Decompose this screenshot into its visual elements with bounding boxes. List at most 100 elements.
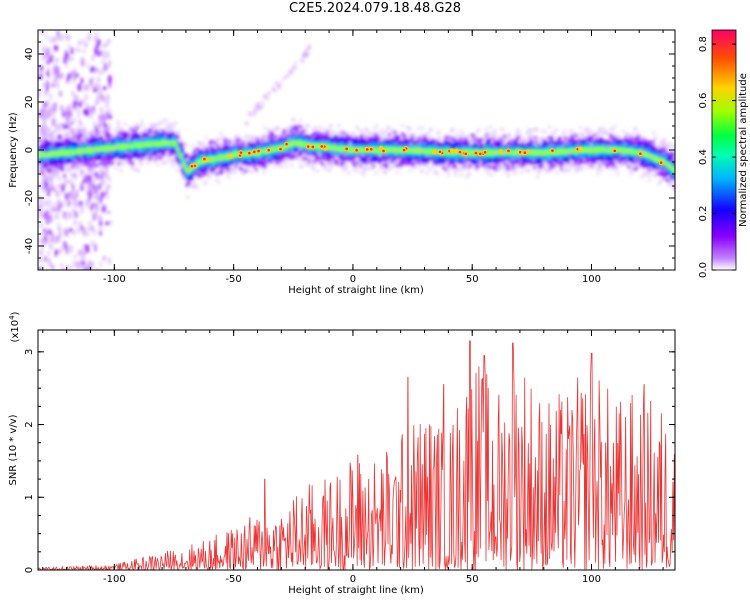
heat-cell: [192, 150, 196, 154]
heat-cell: [322, 132, 326, 136]
heat-cell: [500, 166, 504, 170]
heat-cell: [585, 126, 589, 130]
heat-cell: [275, 81, 278, 85]
heat-cell: [92, 184, 96, 189]
heat-cell: [105, 134, 108, 143]
heat-cell: [305, 123, 309, 127]
heat-cell: [503, 167, 508, 171]
heat-cell: [162, 134, 166, 138]
heat-cell: [503, 160, 508, 164]
heat-cell: [63, 211, 67, 217]
heat-cell: [163, 119, 167, 123]
heat-cell: [552, 144, 556, 148]
heat-cell: [74, 220, 77, 226]
heat-cell: [234, 164, 238, 168]
heat-cell: [434, 169, 438, 173]
heat-cell: [118, 160, 122, 164]
heat-cell: [466, 135, 470, 139]
heat-cell: [106, 108, 110, 116]
heat-cell: [159, 153, 163, 157]
heat-cell: [69, 167, 73, 171]
heat-cell: [199, 144, 203, 148]
heat-cell: [62, 173, 67, 179]
heat-cell: [564, 140, 568, 144]
heat-cell: [103, 158, 107, 162]
heat-cell: [207, 176, 211, 180]
heat-cell: [54, 124, 58, 129]
heat-cell: [106, 51, 110, 58]
heat-cell: [221, 135, 225, 139]
heat-cell: [430, 165, 435, 169]
heat-cell: [654, 170, 658, 174]
heat-cell: [191, 172, 195, 176]
heat-cell: [555, 171, 559, 175]
heat-cell: [45, 81, 49, 89]
heat-cell: [647, 172, 652, 176]
heat-cell: [62, 200, 66, 206]
heat-cell: [629, 166, 633, 170]
heat-cell: [46, 55, 51, 64]
heat-cell: [421, 126, 425, 130]
heat-cell: [208, 172, 212, 176]
heat-cell: [347, 171, 351, 175]
heat-cell: [97, 92, 100, 99]
heat-cell: [352, 133, 356, 137]
heat-cell: [118, 128, 122, 132]
heat-cell: [138, 160, 143, 164]
heat-cell: [299, 133, 304, 137]
heat-cell: [387, 165, 392, 169]
heat-cell: [55, 190, 60, 198]
heat-cell: [60, 138, 64, 142]
heat-cell: [513, 171, 517, 175]
heat-cell: [232, 161, 236, 165]
heat-cell: [267, 135, 271, 139]
heat-cell: [90, 111, 95, 115]
heat-cell: [116, 119, 120, 123]
heat-cell: [414, 161, 419, 165]
heat-cell: [269, 128, 274, 132]
heat-cell: [57, 67, 61, 71]
heat-cell: [120, 160, 124, 164]
heat-cell: [94, 212, 98, 220]
heat-cell: [92, 160, 96, 164]
heat-cell: [382, 169, 386, 173]
heat-cell: [337, 131, 341, 135]
heat-cell: [408, 168, 412, 172]
heat-cell: [658, 146, 662, 150]
heat-cell: [70, 135, 74, 139]
heat-cell: [372, 127, 377, 131]
heat-cell: [87, 132, 91, 136]
heat-cell: [93, 202, 98, 208]
heat-cell: [38, 267, 42, 270]
heat-cell: [669, 155, 673, 159]
heat-cell: [86, 204, 89, 209]
heat-cell: [94, 187, 98, 192]
heat-cell: [87, 141, 91, 145]
heat-cell: [212, 170, 217, 174]
heat-cell: [80, 159, 84, 165]
heat-cell: [52, 202, 57, 209]
heat-cell: [204, 135, 208, 139]
heat-cell: [50, 171, 55, 175]
heat-cell: [318, 156, 322, 160]
heat-cell: [439, 136, 443, 140]
heat-cell: [488, 131, 493, 135]
heat-cell: [634, 127, 639, 131]
heat-cell: [131, 162, 135, 166]
heat-cell: [289, 127, 293, 131]
heat-cell: [466, 167, 470, 171]
heat-cell: [197, 141, 202, 145]
heat-cell: [41, 246, 44, 253]
heat-cell: [640, 175, 644, 179]
heat-cell: [356, 128, 361, 132]
heat-cell: [77, 138, 81, 142]
heat-cell: [62, 123, 66, 129]
heat-cell: [64, 228, 68, 233]
heat-cell: [425, 164, 429, 168]
heat-cell: [565, 164, 569, 168]
heat-cell: [78, 40, 81, 46]
heat-cell: [96, 43, 100, 50]
heat-cell: [102, 130, 106, 134]
heat-cell: [427, 168, 431, 172]
heat-cell: [279, 164, 283, 168]
